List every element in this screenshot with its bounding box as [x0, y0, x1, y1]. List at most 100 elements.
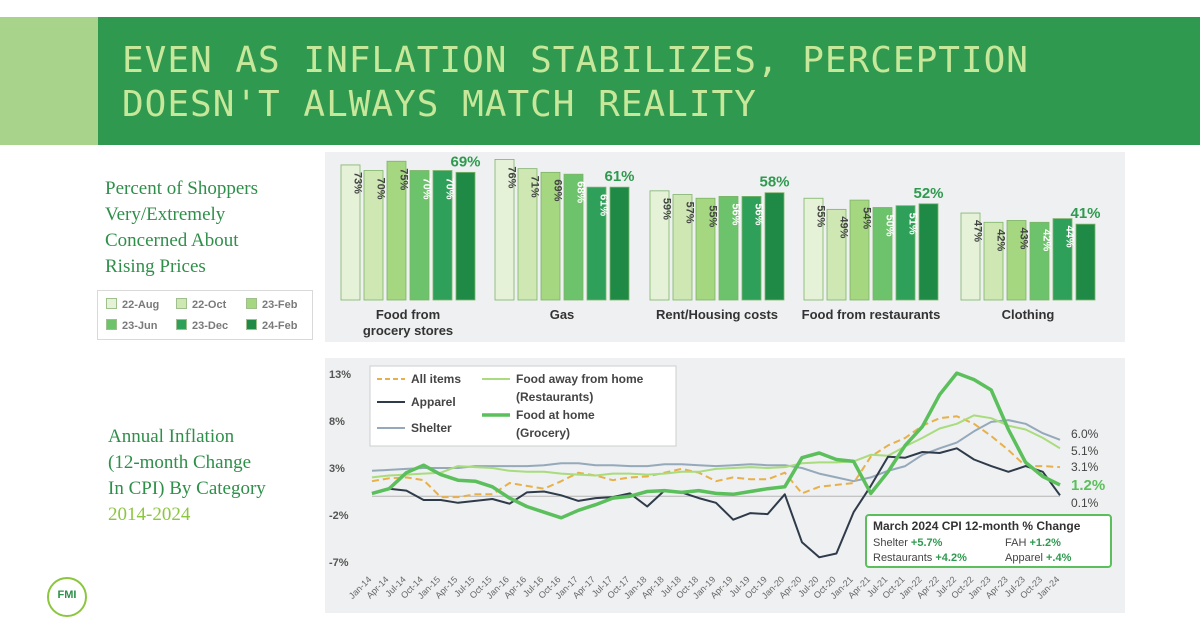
bar-value-label: 71%	[529, 176, 541, 198]
bar	[826, 208, 847, 301]
bar	[983, 221, 1004, 301]
category-label: Clothing	[1002, 307, 1055, 322]
bar-value-label-latest: 58%	[759, 174, 789, 191]
bar-value-label: 70%	[444, 178, 456, 200]
bar	[741, 196, 762, 301]
series-line	[371, 415, 1061, 499]
annotation-item: FAH +1.2%	[1005, 537, 1061, 549]
annotation-item: Shelter +5.7%	[873, 537, 943, 549]
bar	[960, 212, 981, 301]
annotation-item-label: Restaurants	[873, 552, 935, 564]
bar-value-label: 43%	[1018, 227, 1030, 249]
annotation-item-label: Shelter	[873, 537, 911, 549]
inflation-label-line: In CPI) By Category	[108, 478, 266, 499]
bar-value-label: 61%	[598, 194, 610, 216]
annotation-item-value: +1.2%	[1029, 537, 1061, 549]
legend-label: 23-Jun	[122, 320, 158, 332]
legend-label: 23-Feb	[262, 299, 298, 311]
page-title-line-1: EVEN AS INFLATION STABILIZES, PERCEPTION	[122, 40, 1029, 81]
legend-label: Food at home	[516, 408, 595, 422]
bar	[432, 170, 453, 301]
bar	[803, 197, 824, 301]
category-label: Gas	[550, 307, 575, 322]
bar-value-label: 56%	[730, 203, 742, 225]
legend-item: 22-Oct	[176, 298, 226, 311]
legend-label: Apparel	[411, 395, 456, 409]
bar-value-label: 56%	[753, 203, 765, 225]
end-value-label: 5.1%	[1071, 444, 1099, 458]
top-strip	[0, 0, 1200, 17]
bar-value-label: 70%	[421, 178, 433, 200]
bar-value-label: 54%	[861, 207, 873, 229]
bar	[455, 171, 476, 301]
annotation-item-value: +.4%	[1046, 552, 1072, 564]
inflation-label-line: (12-month Change	[108, 452, 252, 473]
bar	[409, 170, 430, 301]
legend-item: 23-Jun	[106, 319, 157, 332]
legend-label: Shelter	[411, 421, 452, 435]
y-tick-label: 3%	[329, 463, 345, 475]
legend-label: 24-Feb	[262, 320, 298, 332]
concern-bar-chart-panel: 73% 70% 75% 70% 70% 69% Food from grocery store…	[325, 152, 1125, 342]
annotation-item-value: +5.7%	[911, 537, 943, 549]
legend-label: 22-Aug	[122, 299, 160, 311]
inflation-line-chart-panel: 13% 8% 3% -2% -7% Jan-14 Apr-14 Jul-14 Oct-14 Jan…	[325, 358, 1125, 613]
bar-value-label: 42%	[995, 229, 1007, 251]
bar	[494, 159, 515, 301]
bar-value-label-latest: 61%	[604, 168, 634, 185]
bar-value-label: 50%	[884, 215, 896, 237]
annotation-item-label: FAH	[1005, 537, 1029, 549]
bar	[517, 168, 538, 301]
bar	[340, 164, 361, 301]
line-legend-box	[369, 365, 677, 447]
title-accent-block	[0, 17, 98, 145]
legend-swatch	[246, 319, 257, 330]
bar-value-label: 55%	[707, 205, 719, 227]
y-tick-label: 13%	[329, 369, 351, 381]
end-value-label: 3.1%	[1071, 460, 1099, 474]
inflation-label-line: Annual Inflation	[108, 426, 235, 447]
bar-value-label: 42%	[1041, 229, 1053, 251]
y-tick-label: -7%	[329, 557, 349, 569]
concern-label: Percent of Shoppers Very/Extremely Conce…	[105, 176, 315, 280]
series-line	[371, 447, 1061, 559]
bar-value-label: 73%	[352, 172, 364, 194]
bar-value-label-latest: 52%	[913, 185, 943, 202]
category-label: Rent/Housing costs	[656, 307, 778, 322]
fmi-logo: FMI	[47, 577, 87, 617]
annotation-item-value: +4.2%	[935, 552, 967, 564]
inflation-line-chart: 13%8%3%-2%-7%Jan-14Apr-14Jul-14Oct-14Jan…	[329, 365, 1112, 601]
concern-label-line: Rising Prices	[105, 256, 206, 277]
legend-label: 23-Dec	[192, 320, 229, 332]
bar	[718, 196, 739, 301]
concern-label-line: Percent of Shoppers	[105, 178, 259, 199]
legend-label: 22-Oct	[192, 299, 227, 311]
bar-value-label: 69%	[552, 179, 564, 201]
y-tick-label: 8%	[329, 416, 345, 428]
bar	[918, 203, 939, 301]
annotation-item: Restaurants +4.2%	[873, 552, 967, 564]
concern-label-line: Concerned About	[105, 230, 239, 251]
bar	[586, 186, 607, 301]
bar	[563, 173, 584, 301]
page-title-line-2: DOESN'T ALWAYS MATCH REALITY	[122, 84, 757, 125]
legend-swatch	[176, 298, 187, 309]
legend-swatch	[106, 298, 117, 309]
legend-item: 23-Dec	[176, 319, 228, 332]
end-value-label: 1.2%	[1071, 477, 1105, 494]
concern-label-line: Very/Extremely	[105, 204, 226, 225]
y-tick-label: -2%	[329, 510, 349, 522]
bar	[1052, 218, 1073, 301]
bar	[1029, 221, 1050, 301]
inflation-label: Annual Inflation (12-month Change In CPI…	[108, 424, 318, 528]
bar-value-label: 76%	[506, 166, 518, 188]
bar	[386, 160, 407, 301]
bar-value-label: 44%	[1064, 226, 1076, 248]
legend-label: (Grocery)	[516, 426, 570, 440]
bar-value-label: 49%	[838, 216, 850, 238]
legend-item: 24-Feb	[246, 319, 297, 332]
inflation-years: 2014-2024	[108, 504, 191, 525]
legend-label: Food away from home	[516, 372, 644, 386]
bar	[1006, 220, 1027, 301]
bar	[609, 186, 630, 301]
